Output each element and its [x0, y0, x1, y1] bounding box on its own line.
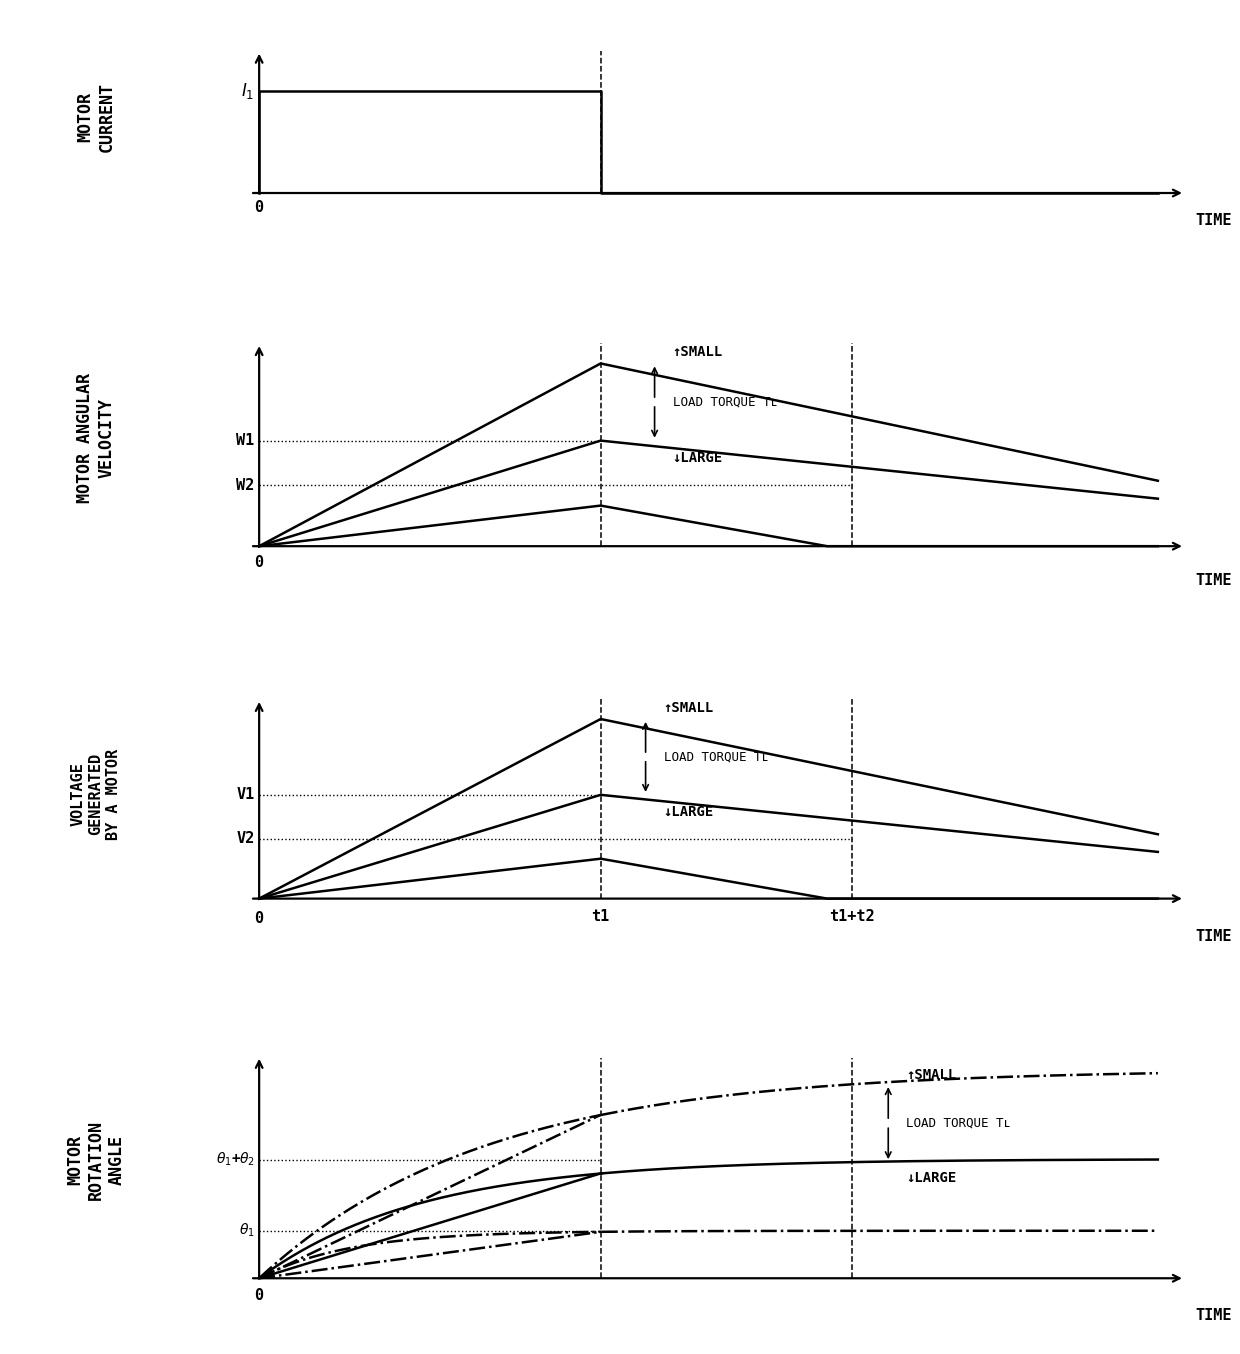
Text: $I_1$: $I_1$ [242, 81, 254, 102]
Text: W1: W1 [237, 433, 254, 448]
Text: V2: V2 [237, 831, 254, 846]
Text: $\theta_1$+$\theta_2$: $\theta_1$+$\theta_2$ [216, 1151, 254, 1169]
Text: t1+t2: t1+t2 [830, 909, 875, 923]
Text: LOAD TORQUE Tʟ: LOAD TORQUE Tʟ [672, 395, 777, 409]
Text: t1: t1 [591, 909, 610, 923]
Text: MOTOR
ROTATION
ANGLE: MOTOR ROTATION ANGLE [66, 1120, 125, 1200]
Text: ↑SMALL: ↑SMALL [672, 345, 723, 359]
Text: ↑SMALL: ↑SMALL [906, 1068, 956, 1082]
Text: MOTOR ANGULAR
VELOCITY: MOTOR ANGULAR VELOCITY [77, 374, 115, 504]
Text: TIME: TIME [1195, 573, 1233, 588]
Text: V1: V1 [237, 787, 254, 803]
Text: TIME: TIME [1195, 929, 1233, 944]
Text: 0: 0 [254, 911, 264, 926]
Text: ↑SMALL: ↑SMALL [663, 701, 714, 715]
Text: LOAD TORQUE Tʟ: LOAD TORQUE Tʟ [663, 750, 769, 764]
Text: ↓LARGE: ↓LARGE [672, 451, 723, 464]
Text: 0: 0 [254, 200, 264, 215]
Text: LOAD TORQUE Tʟ: LOAD TORQUE Tʟ [906, 1117, 1012, 1129]
Text: $\theta_1$: $\theta_1$ [239, 1223, 254, 1239]
Text: 0: 0 [254, 1288, 264, 1303]
Text: TIME: TIME [1195, 1308, 1233, 1323]
Text: MOTOR
CURRENT: MOTOR CURRENT [77, 83, 115, 152]
Text: ↓LARGE: ↓LARGE [906, 1171, 956, 1185]
Text: W2: W2 [237, 478, 254, 493]
Text: 0: 0 [254, 555, 264, 570]
Text: ↓LARGE: ↓LARGE [663, 804, 714, 819]
Text: VOLTAGE
GENERATED
BY A MOTOR: VOLTAGE GENERATED BY A MOTOR [71, 749, 120, 839]
Text: TIME: TIME [1195, 213, 1233, 227]
